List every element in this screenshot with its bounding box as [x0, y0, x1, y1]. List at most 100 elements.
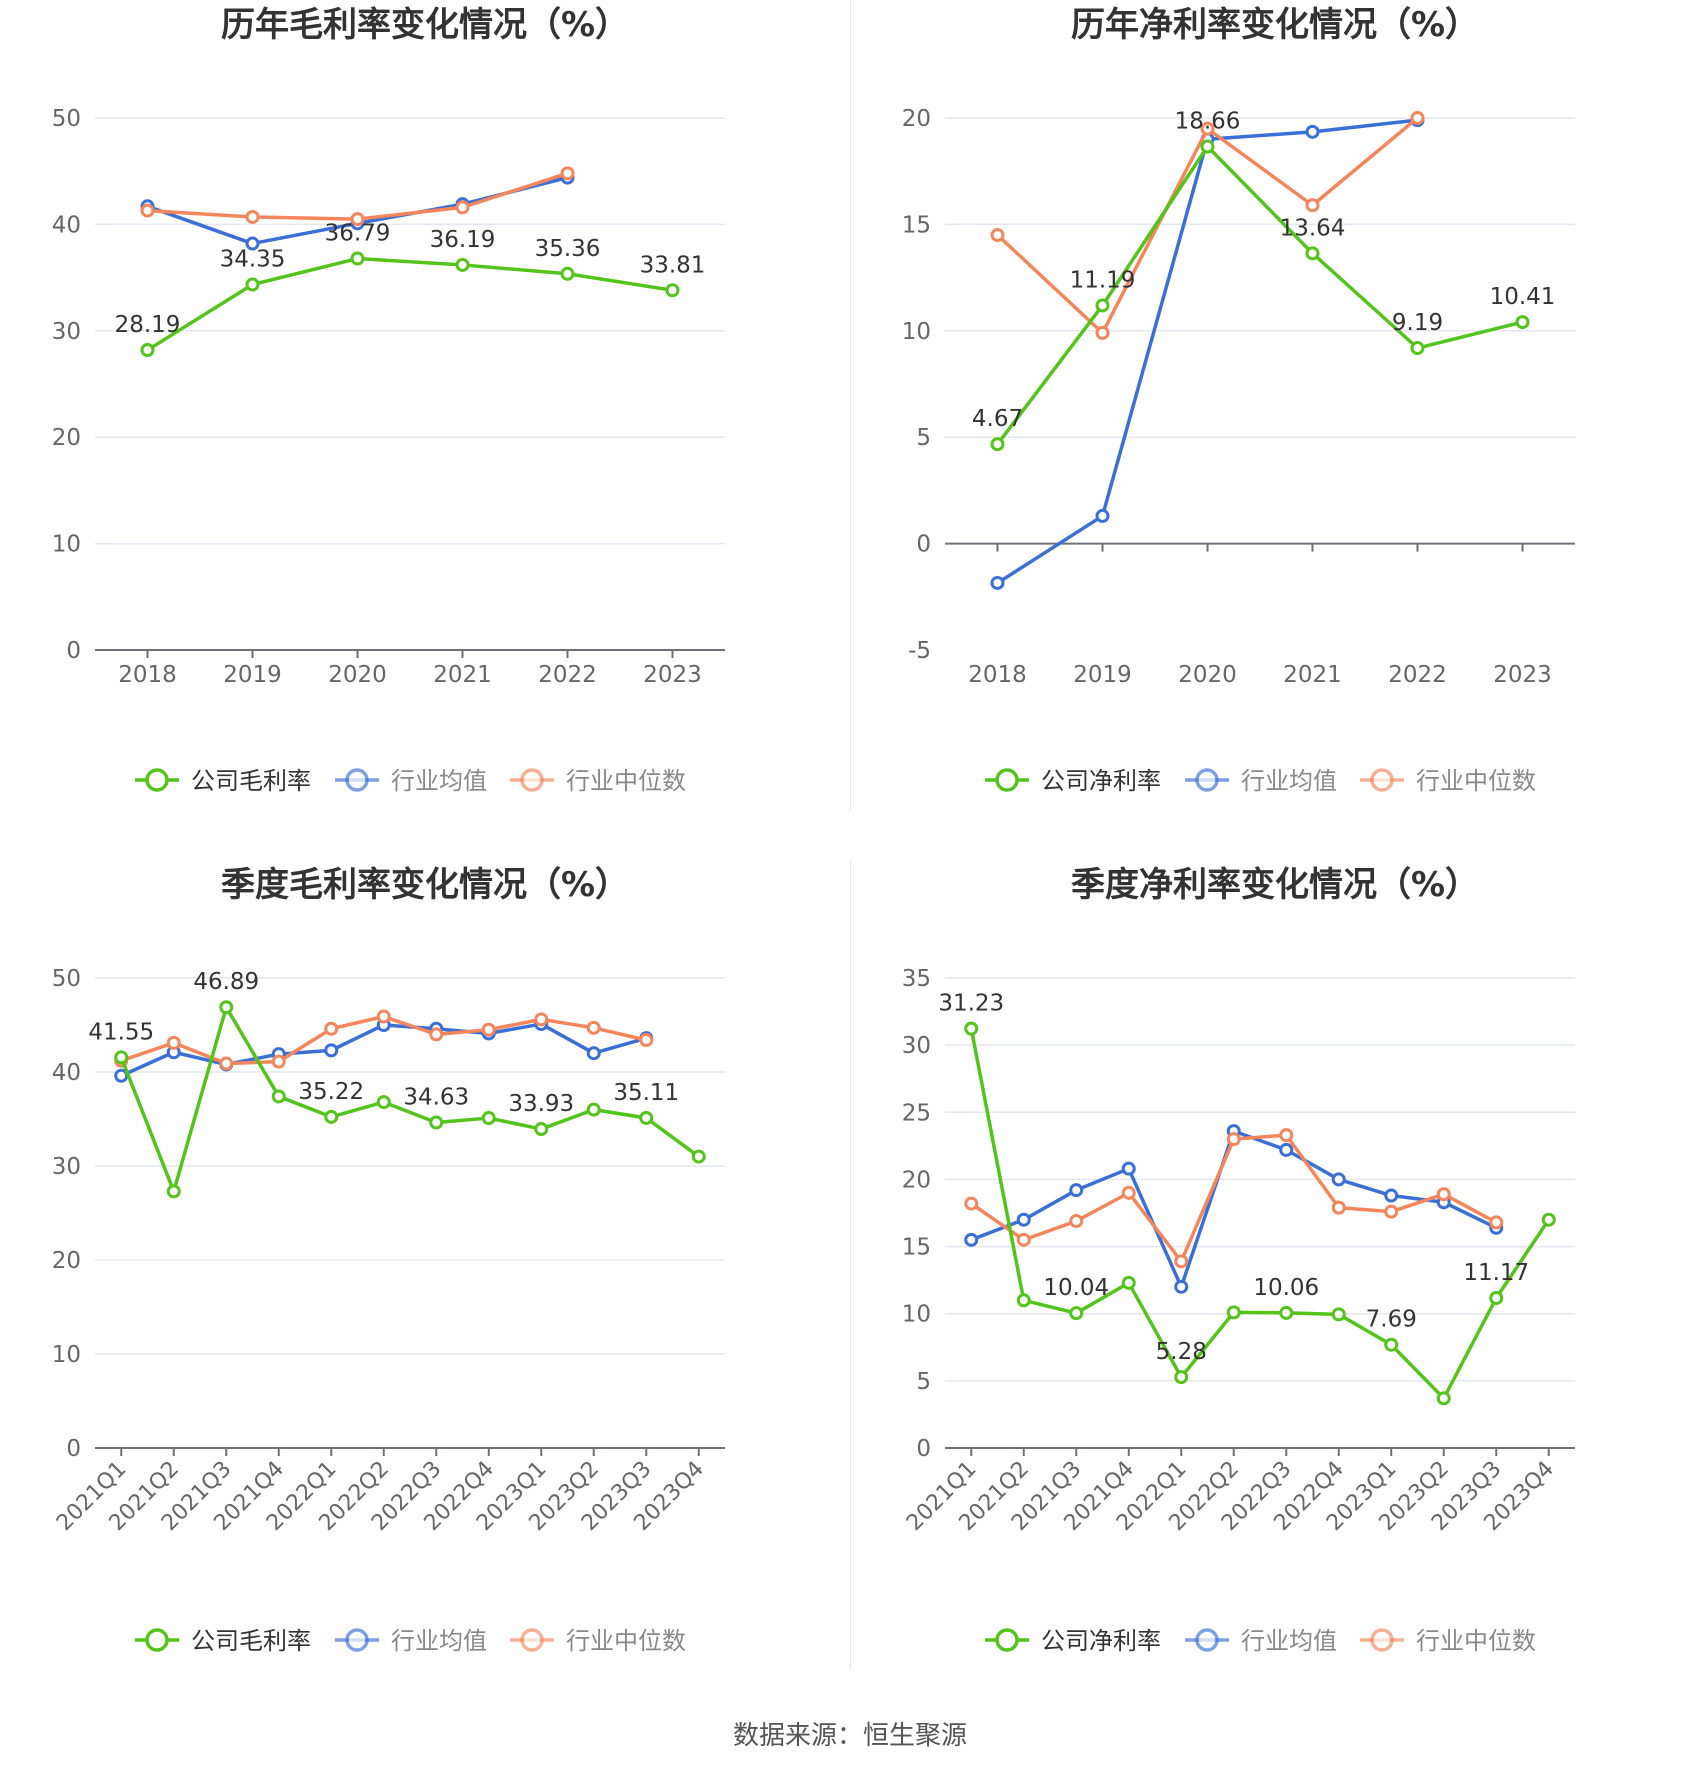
data-label: 33.93: [508, 1091, 574, 1117]
data-point: [140, 343, 155, 358]
y-tick-label: 5: [916, 1369, 931, 1395]
data-point: [455, 257, 470, 272]
y-tick-label: 0: [66, 1436, 81, 1462]
data-point: [376, 1095, 391, 1110]
legend-marker: [995, 768, 1019, 792]
legend-label: 行业中位数: [566, 1627, 686, 1655]
data-label: 46.89: [193, 969, 259, 995]
x-tick-label: 2022: [538, 662, 597, 688]
chart-title: 历年净利率变化情况（%）: [1071, 5, 1479, 45]
data-point: [1331, 1200, 1346, 1215]
legend-marker: [520, 768, 544, 792]
legend-label: 行业中位数: [1416, 1627, 1536, 1655]
data-point: [324, 1043, 339, 1058]
data-point: [1069, 1183, 1084, 1198]
legend-marker: [345, 1628, 369, 1652]
y-tick-label: 30: [52, 319, 81, 345]
data-point: [1305, 124, 1320, 139]
data-point: [481, 1022, 496, 1037]
data-point: [1384, 1188, 1399, 1203]
data-point: [166, 1035, 181, 1050]
data-label: 11.17: [1463, 1260, 1529, 1286]
data-point: [166, 1184, 181, 1199]
data-point: [219, 1000, 234, 1015]
series-line: [119, 1005, 700, 1194]
legend-label: 公司毛利率: [191, 1627, 311, 1655]
data-label: 35.11: [613, 1080, 679, 1106]
data-point: [586, 1020, 601, 1035]
data-point: [1331, 1307, 1346, 1322]
y-tick-label: 5: [916, 425, 931, 451]
data-point: [964, 1021, 979, 1036]
data-point: [560, 166, 575, 181]
data-label: 35.22: [298, 1079, 364, 1105]
data-label: 28.19: [115, 312, 181, 338]
y-tick-label: 25: [902, 1100, 931, 1126]
y-tick-label: 50: [52, 106, 81, 132]
y-tick-label: 0: [916, 1436, 931, 1462]
chart-annual-net-margin: 历年净利率变化情况（%） -5 0 5 10 15 20 2018 2019 2020 2021 20…: [850, 0, 1700, 860]
data-point: [691, 1149, 706, 1164]
data-point: [324, 1109, 339, 1124]
y-tick-label: 15: [902, 212, 931, 238]
y-tick-label: 10: [902, 319, 931, 345]
data-point: [1095, 325, 1110, 340]
data-point: [964, 1232, 979, 1247]
y-tick-label: 0: [916, 532, 931, 558]
data-label: 13.64: [1280, 215, 1346, 241]
series-line: [970, 1129, 1498, 1289]
x-tick-label: 2019: [1073, 662, 1132, 688]
quarterly-gross-margin-svg: 季度毛利率变化情况（%）010203040502021Q12021Q22021Q…: [52, 865, 725, 1655]
chart-quarterly-gross-margin: 季度毛利率变化情况（%） 0 10 20 30 40 50 2021Q1 2021Q2 2021Q…: [0, 860, 850, 1720]
data-point: [245, 277, 260, 292]
data-point: [1436, 1391, 1451, 1406]
data-point: [219, 1056, 234, 1071]
data-label: 9.19: [1392, 310, 1443, 336]
data-point: [140, 203, 155, 218]
x-tick-label: 2018: [968, 662, 1027, 688]
vertical-divider-top: [850, 0, 851, 810]
data-point: [114, 1050, 129, 1065]
y-tick-label: 0: [66, 638, 81, 664]
data-label: 10.04: [1043, 1275, 1109, 1301]
y-tick-label: 40: [52, 212, 81, 238]
data-source-label: 数据来源：恒生聚源: [732, 1721, 967, 1751]
data-point: [639, 1110, 654, 1125]
annual-gross-margin-svg: 历年毛利率变化情况（%） 0 10 20 30 40 50 2018 2019 2020 2021 2…: [52, 5, 725, 795]
data-point: [1410, 341, 1425, 356]
y-tick-label: 35: [902, 966, 931, 992]
data-point: [1489, 1291, 1504, 1306]
y-tick-label: 20: [52, 425, 81, 451]
y-tick-label: 50: [52, 966, 81, 992]
data-point: [1069, 1306, 1084, 1321]
chart-annual-gross-margin: 历年毛利率变化情况（%） 0 10 20 30 40 50 2018 2019 2020 2021 2…: [0, 0, 850, 860]
data-label: 7.69: [1366, 1307, 1417, 1333]
data-point: [271, 1089, 286, 1104]
data-label: 10.41: [1490, 284, 1556, 310]
y-tick-label: 10: [902, 1302, 931, 1328]
data-point: [1121, 1161, 1136, 1176]
data-point: [1226, 1132, 1241, 1147]
y-tick-label: 10: [52, 532, 81, 558]
x-tick-label: 2020: [328, 662, 387, 688]
y-tick-label: -5: [908, 638, 931, 664]
data-point: [481, 1111, 496, 1126]
series-line: [146, 256, 673, 352]
data-point: [964, 1196, 979, 1211]
data-point: [429, 1027, 444, 1042]
legend-label: 行业均值: [1241, 1627, 1337, 1655]
data-point: [990, 228, 1005, 243]
data-point: [1174, 1370, 1189, 1385]
data-point: [1489, 1215, 1504, 1230]
data-point: [586, 1046, 601, 1061]
legend-marker: [1370, 1628, 1394, 1652]
data-point: [1384, 1337, 1399, 1352]
data-point: [1541, 1212, 1556, 1227]
chart-quarterly-net-margin: 季度净利率变化情况（%） 0 5 10 15 20 25 30 35 2021Q1 2021Q2 20…: [850, 860, 1700, 1720]
data-point: [455, 200, 470, 215]
data-point: [1279, 1128, 1294, 1143]
data-label: 35.36: [535, 236, 601, 262]
data-point: [1436, 1187, 1451, 1202]
legend-marker: [1195, 768, 1219, 792]
x-tick-label: 2021: [433, 662, 492, 688]
